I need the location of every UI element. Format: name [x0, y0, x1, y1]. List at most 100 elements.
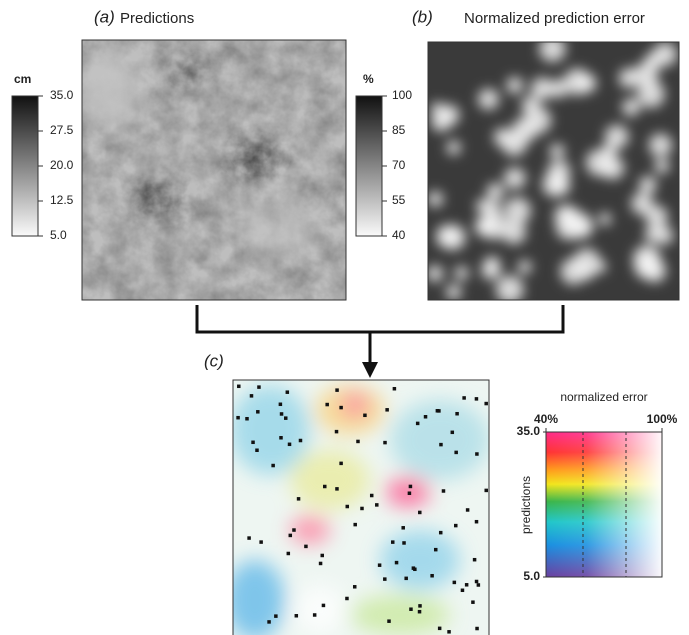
- error-blob: [653, 42, 677, 66]
- colorbar: [356, 96, 382, 236]
- error-blob: [506, 77, 523, 94]
- colorbar-tick-label: 100: [392, 88, 412, 102]
- error-blob: [504, 197, 531, 224]
- sample-point: [245, 417, 249, 421]
- sample-point: [353, 523, 357, 527]
- sample-point: [346, 505, 350, 509]
- sample-point: [286, 390, 290, 394]
- colorbar-tick-label: 20.0: [50, 158, 74, 172]
- sample-point: [475, 397, 479, 401]
- sample-point: [412, 566, 416, 570]
- sample-point: [466, 508, 470, 512]
- sample-point: [409, 485, 413, 489]
- legend-fade: [546, 432, 662, 577]
- error-blob: [504, 167, 526, 189]
- sample-point: [447, 630, 451, 634]
- sample-point: [287, 552, 291, 556]
- sample-point: [465, 583, 469, 587]
- sample-point: [335, 487, 339, 491]
- error-blob: [428, 191, 444, 207]
- error-blob: [496, 275, 524, 303]
- sample-point: [393, 387, 397, 391]
- error-blob: [482, 200, 501, 219]
- sample-point: [236, 416, 240, 420]
- error-blob: [502, 132, 527, 157]
- panel-label: (a): [94, 7, 115, 26]
- sample-point: [259, 540, 263, 544]
- error-blob: [484, 256, 500, 272]
- legend-x-tick-label: 100%: [647, 412, 678, 426]
- sample-point: [471, 600, 475, 604]
- sample-point: [257, 385, 261, 389]
- sample-point: [360, 507, 364, 511]
- error-blob: [598, 213, 611, 226]
- sample-point: [325, 403, 329, 407]
- colorbar-tick-label: 35.0: [50, 88, 74, 102]
- error-blob: [631, 193, 653, 215]
- sample-point: [271, 464, 275, 468]
- sample-point: [251, 441, 255, 445]
- sample-point: [408, 492, 412, 496]
- combined-map: [225, 380, 490, 635]
- sample-point: [292, 528, 296, 532]
- sample-point: [345, 597, 349, 601]
- error-blob: [440, 225, 465, 250]
- sample-point: [454, 524, 458, 528]
- error-blob: [518, 260, 532, 274]
- error-blob: [431, 111, 452, 132]
- sample-point: [461, 589, 465, 593]
- sample-point: [484, 402, 488, 406]
- sample-point: [378, 563, 382, 567]
- error-blob: [622, 98, 640, 116]
- sample-point: [439, 443, 443, 447]
- sample-point: [304, 545, 308, 549]
- sample-point: [451, 431, 455, 435]
- sample-point: [416, 422, 420, 426]
- colorbar-unit: %: [363, 72, 374, 86]
- sample-point: [363, 414, 367, 418]
- sample-point: [295, 614, 299, 618]
- sample-point: [322, 604, 326, 608]
- sample-point: [475, 520, 479, 524]
- sample-point: [418, 610, 422, 614]
- sample-point: [442, 489, 446, 493]
- sample-point: [404, 577, 408, 581]
- sample-point: [439, 531, 443, 535]
- sample-point: [424, 415, 428, 419]
- connector: [197, 305, 563, 368]
- error-blob: [573, 248, 600, 275]
- sample-point: [335, 430, 339, 434]
- sample-point: [462, 396, 466, 400]
- sample-point: [434, 548, 438, 552]
- panel-label: (b): [412, 7, 433, 26]
- sample-point: [473, 558, 477, 562]
- sample-point: [339, 406, 343, 410]
- sample-point: [418, 604, 422, 608]
- colorbar: [12, 96, 38, 236]
- panel-title: Predictions: [120, 10, 194, 27]
- error-map: [427, 35, 679, 303]
- error-blob: [427, 265, 444, 282]
- sample-point: [289, 534, 293, 538]
- sample-point: [438, 627, 442, 631]
- prediction-map: [80, 40, 346, 300]
- colorbar-tick-label: 5.0: [50, 228, 67, 242]
- sample-point: [353, 585, 357, 589]
- sample-point: [339, 462, 343, 466]
- colorbar-tick-label: 27.5: [50, 123, 74, 137]
- sample-point: [455, 412, 459, 416]
- sample-point: [475, 452, 479, 456]
- sample-point: [250, 394, 254, 398]
- sample-point: [391, 540, 395, 544]
- error-blob: [649, 134, 672, 157]
- colorbar-tick-label: 12.5: [50, 193, 74, 207]
- panel-title: Normalized prediction error: [464, 10, 645, 27]
- sample-point: [247, 536, 251, 540]
- sample-point: [279, 403, 283, 407]
- colorbar-unit: cm: [14, 72, 31, 86]
- error-blob: [550, 176, 570, 196]
- error-blob: [531, 77, 554, 100]
- sample-point: [375, 503, 379, 507]
- error-blob: [446, 284, 462, 300]
- sample-point: [395, 561, 399, 565]
